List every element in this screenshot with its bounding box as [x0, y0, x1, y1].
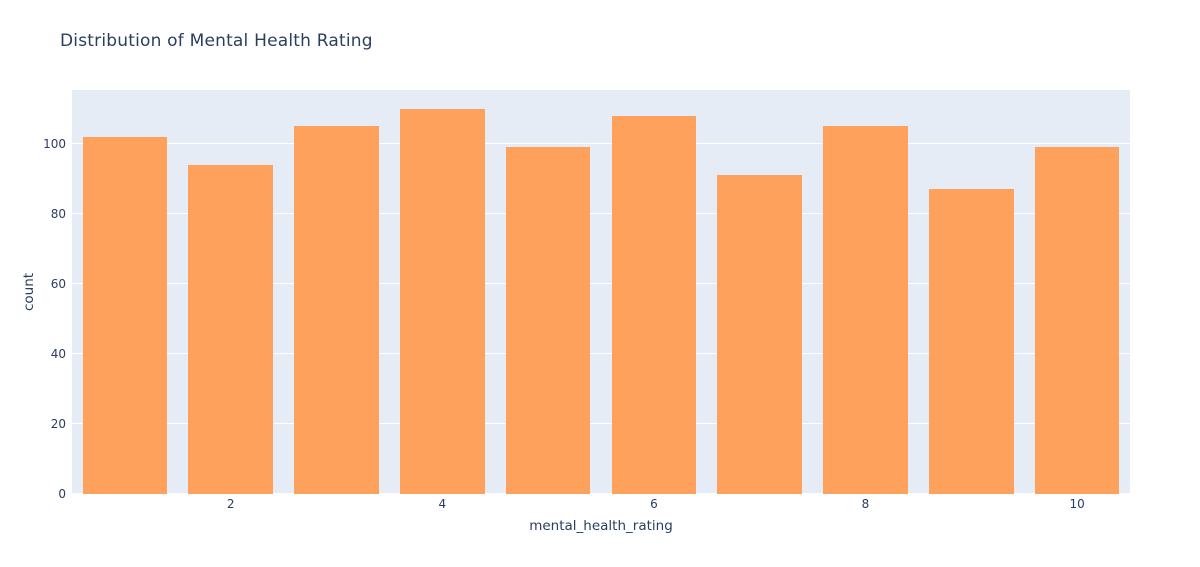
bar-rating-5[interactable]	[505, 147, 591, 494]
x-axis-title: mental_health_rating	[529, 518, 673, 534]
chart-title: Distribution of Mental Health Rating	[60, 31, 373, 51]
y-tick-label-20: 20	[50, 416, 66, 431]
gridline-y-60	[72, 282, 1130, 284]
bar-slot	[72, 90, 178, 494]
x-tick-label-10: 10	[1069, 497, 1085, 511]
bar-slot	[178, 90, 284, 494]
bar-rating-1[interactable]	[82, 136, 168, 494]
gridline-y-80	[72, 212, 1130, 214]
bar-rating-4[interactable]	[399, 108, 485, 494]
bar-rating-10[interactable]	[1034, 147, 1120, 494]
y-tick-label-60: 60	[50, 276, 66, 291]
bar-slot	[918, 90, 1024, 494]
y-axis-ticks: 0 20 40 60 80 100	[0, 90, 66, 501]
y-tick-label-40: 40	[50, 346, 66, 361]
bar-rating-2[interactable]	[188, 164, 273, 494]
gridline-y-0	[72, 493, 1130, 494]
bar-slot	[707, 90, 813, 494]
y-tick-label-0: 0	[58, 487, 66, 501]
x-tick-label-2: 2	[226, 497, 235, 511]
y-tick-label-80: 80	[50, 206, 66, 221]
gridline-y-20	[72, 422, 1130, 424]
y-tick-label-100: 100	[43, 136, 66, 151]
bar-slot	[389, 90, 495, 494]
bar-slot	[284, 90, 390, 494]
bar-slot	[1024, 90, 1130, 494]
gridline-y-40	[72, 352, 1130, 354]
bar-rating-9[interactable]	[928, 189, 1014, 494]
x-tick-label-8: 8	[861, 497, 870, 511]
bar-rating-3[interactable]	[294, 126, 379, 494]
x-tick-label-6: 6	[650, 497, 658, 511]
bar-slot	[495, 90, 601, 494]
bar-rating-7[interactable]	[717, 175, 802, 494]
x-axis-ticks: 2 4 6 8 10	[72, 494, 1130, 514]
plot-area[interactable]	[72, 90, 1130, 494]
bar-slot	[813, 90, 919, 494]
x-tick-label-4: 4	[438, 497, 447, 511]
y-axis-title: count	[21, 272, 37, 312]
gridline-y-100	[72, 142, 1130, 144]
bars-container	[72, 90, 1130, 494]
bar-rating-6[interactable]	[611, 115, 697, 494]
bar-slot	[601, 90, 707, 494]
bar-rating-8[interactable]	[823, 126, 908, 494]
